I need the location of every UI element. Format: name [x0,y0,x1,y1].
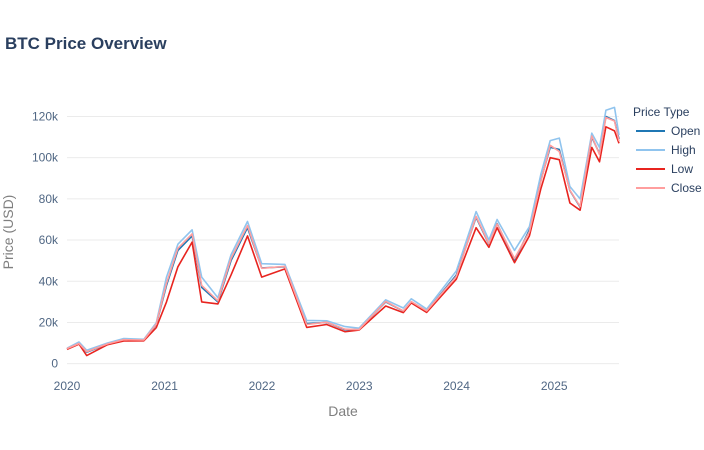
series-line-high[interactable] [66,106,620,352]
y-tick-label: 40k [39,274,59,288]
x-tick-label: 2020 [54,379,81,393]
chart-title: BTC Price Overview [5,34,167,53]
legend-label: Close [671,181,702,195]
x-tick-label: 2025 [541,379,568,393]
y-tick-label: 100k [32,151,59,165]
x-tick-label: 2021 [151,379,178,393]
series-line-open[interactable] [66,115,620,354]
y-tick-label: 0 [51,357,58,371]
x-tick-label: 2024 [443,379,470,393]
legend-item-low[interactable]: Low [636,162,693,176]
y-tick-label: 60k [39,233,59,247]
x-tick-label: 2023 [346,379,373,393]
series-layer [66,106,620,357]
legend-item-high[interactable]: High [636,143,696,157]
y-tick-label: 120k [32,109,59,123]
legend-title: Price Type [633,105,690,119]
series-line-low[interactable] [66,126,620,357]
legend-label: Open [671,124,700,138]
y-axis-ticks: 0 20k 40k 60k 80k 100k 120k [32,109,59,370]
x-axis-ticks: 2020 2021 2022 2023 2024 2025 [54,379,568,393]
x-axis-title: Date [328,403,358,419]
y-tick-label: 20k [39,315,59,329]
y-axis-title: Price (USD) [0,195,16,270]
legend-label: High [671,143,696,157]
legend-item-close[interactable]: Close [636,181,702,195]
x-tick-label: 2022 [249,379,276,393]
legend[interactable]: Price Type Open High Low Close [633,105,702,195]
legend-label: Low [671,162,693,176]
series-line-close[interactable] [66,116,620,353]
legend-item-open[interactable]: Open [636,124,700,138]
y-tick-label: 80k [39,192,59,206]
